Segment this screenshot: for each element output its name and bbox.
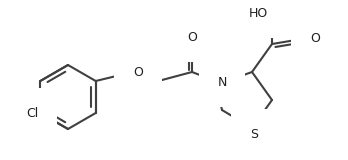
Text: S: S: [250, 128, 258, 140]
Text: O: O: [310, 32, 320, 44]
Text: Cl: Cl: [26, 107, 38, 120]
Text: O: O: [133, 65, 143, 79]
Text: O: O: [187, 31, 197, 44]
Text: N: N: [217, 76, 227, 88]
Text: HO: HO: [249, 7, 268, 20]
